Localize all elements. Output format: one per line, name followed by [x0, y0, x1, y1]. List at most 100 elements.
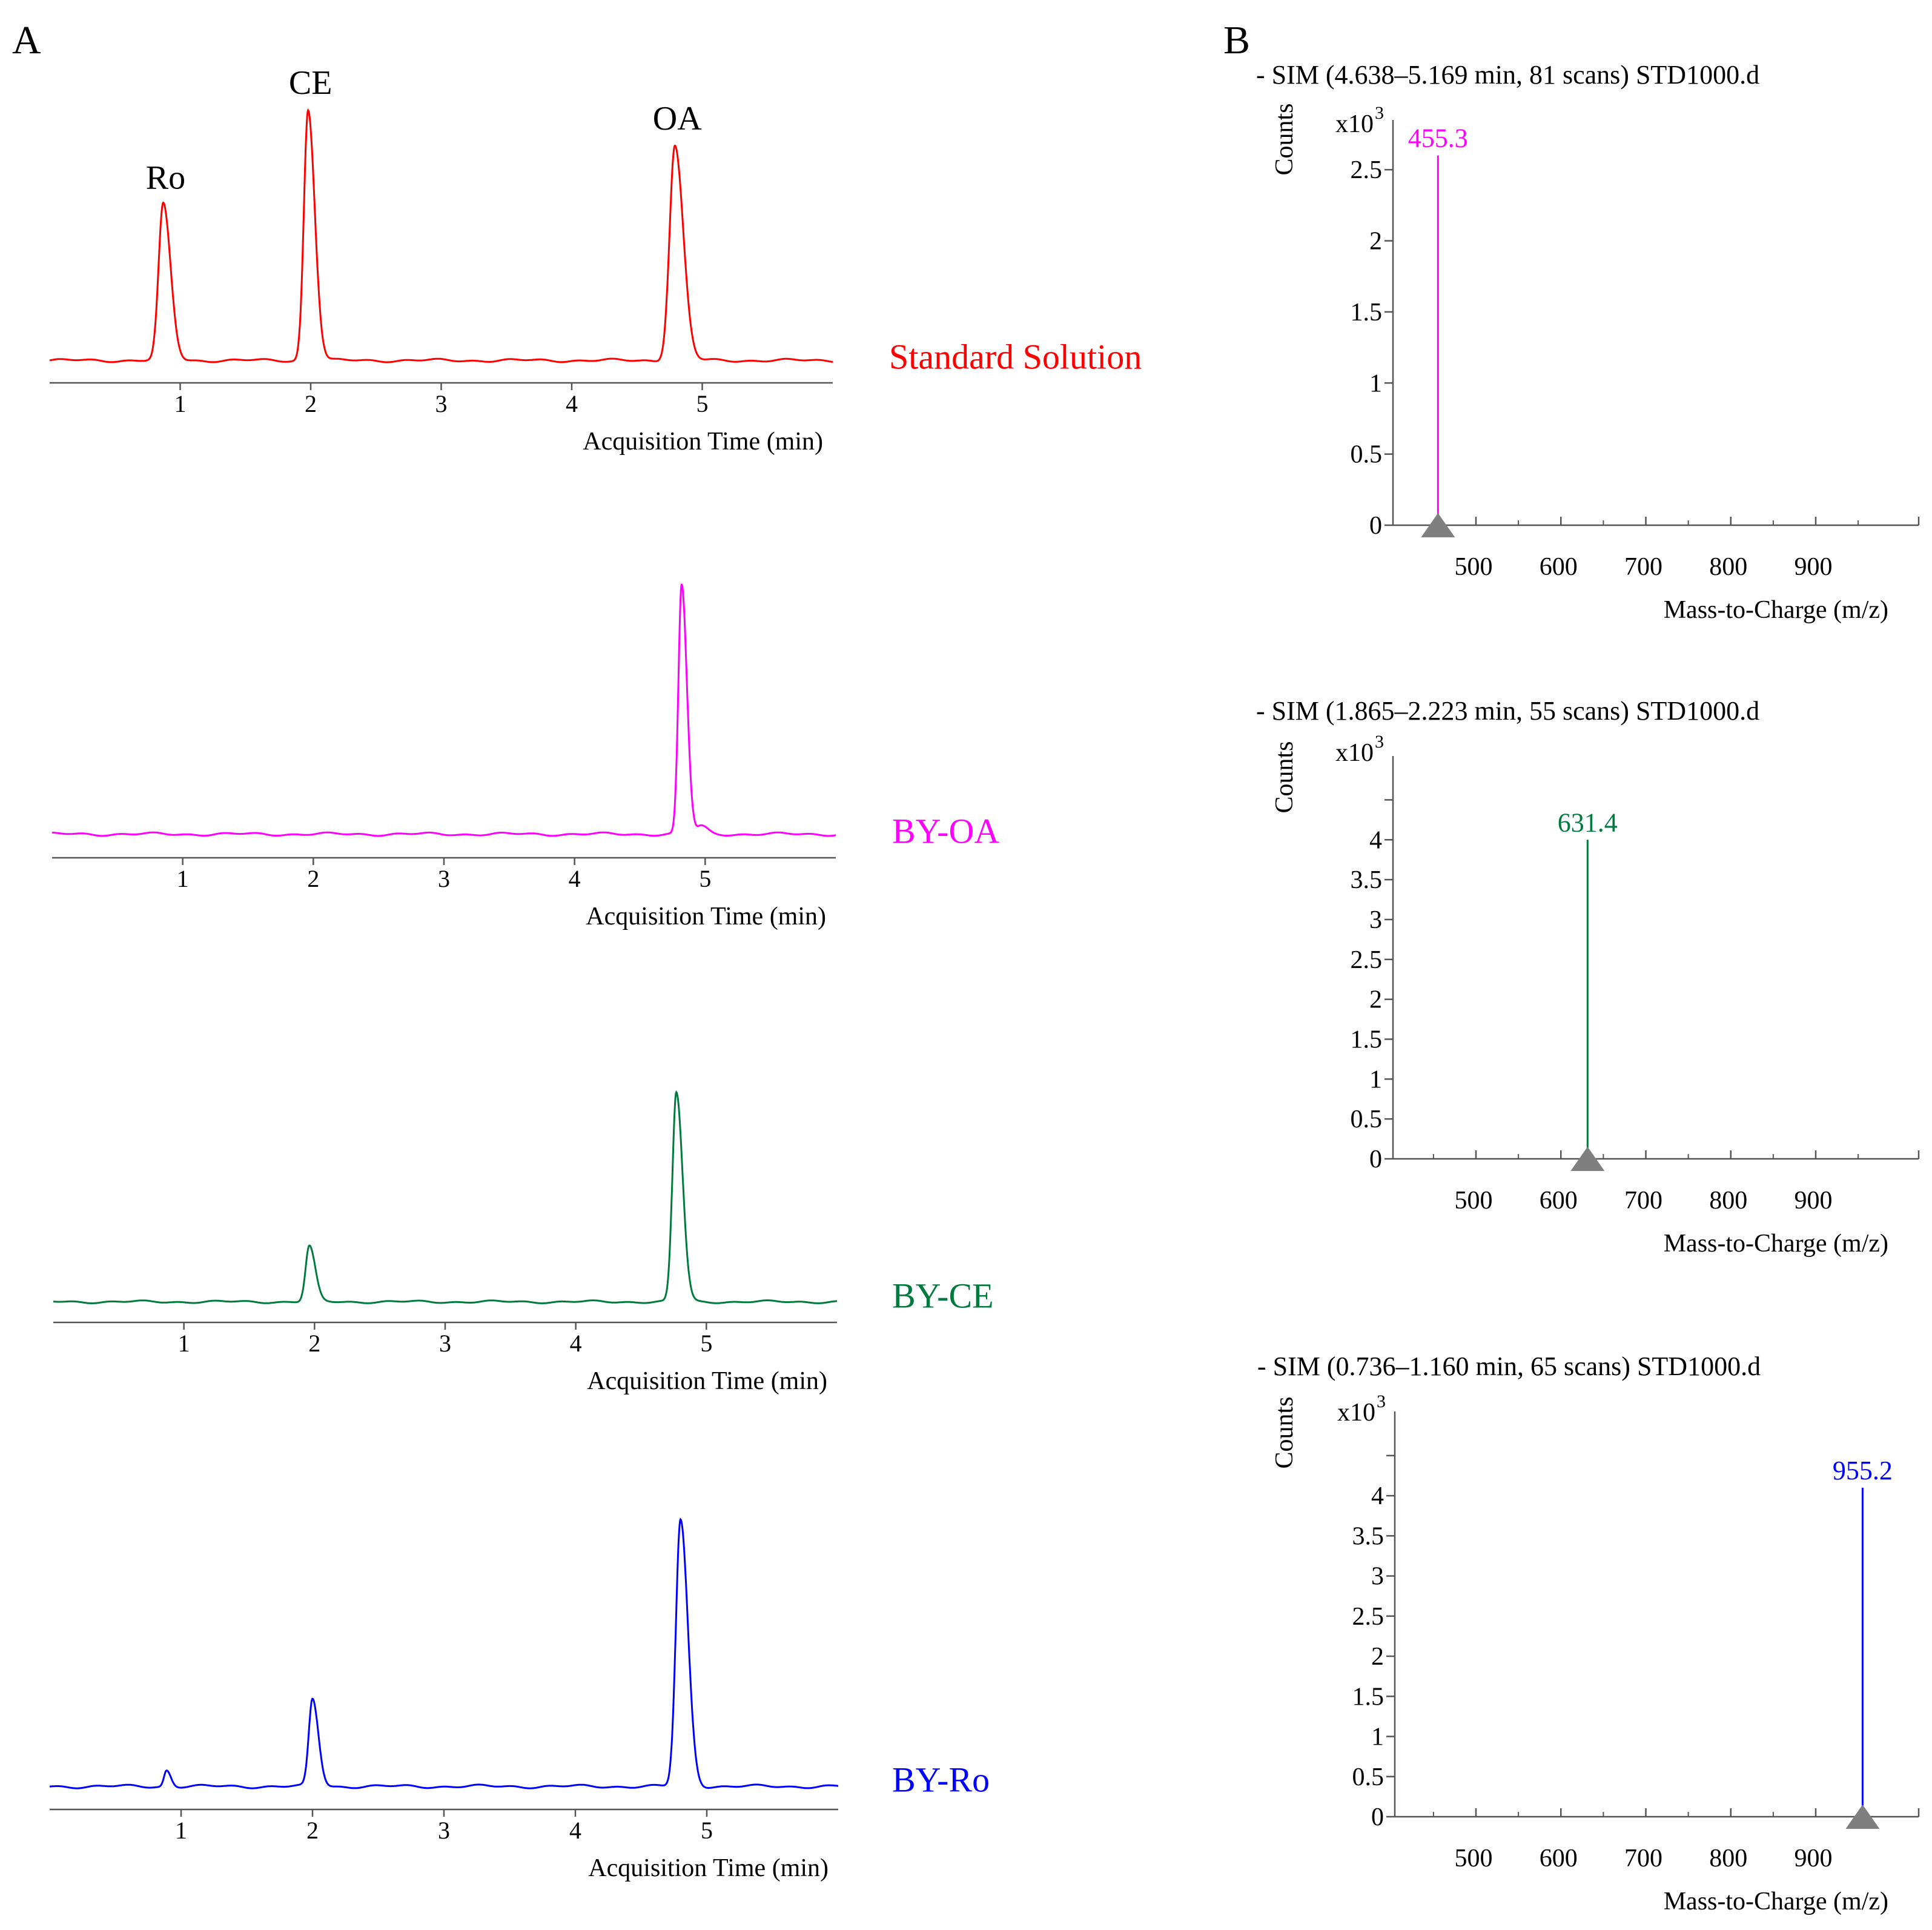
- y-tick-label: 4: [1369, 826, 1382, 854]
- y-unit-label: x10: [1337, 1399, 1375, 1427]
- charts: 1 2 3 4 5 Acquisition Time (min) Ro CE OA Standar…: [49, 60, 1920, 1915]
- x-tick-label: 1: [174, 390, 187, 417]
- x-tick-label: 2: [308, 1330, 320, 1357]
- y-tick-label: 1.5: [1351, 1026, 1383, 1053]
- trace-line: [53, 1090, 837, 1304]
- ms-title: - SIM (1.865–2.223 min, 55 scans) STD100…: [1256, 696, 1759, 726]
- y-axis-title: Counts: [1271, 1396, 1298, 1468]
- x-tick-label: 500: [1455, 1845, 1493, 1872]
- x-tick-label: 4: [569, 865, 581, 892]
- y-tick-label: 2.5: [1352, 1603, 1384, 1631]
- x-tick-label: 700: [1624, 1845, 1662, 1872]
- peak-label-ro: Ro: [146, 159, 185, 196]
- y-tick-label: 2: [1371, 1643, 1384, 1671]
- x-tick-label: 600: [1540, 1845, 1578, 1872]
- x-tick-label: 4: [569, 1817, 581, 1844]
- x-axis-title: Mass-to-Charge (m/z): [1664, 596, 1888, 624]
- x-tick-label: 1: [175, 1817, 187, 1844]
- x-tick-label: 500: [1455, 1187, 1493, 1215]
- y-tick-label: 3: [1371, 1563, 1384, 1591]
- trace-label: BY-CE: [892, 1276, 994, 1315]
- x-tick-label: 900: [1795, 1845, 1833, 1872]
- chromatogram-by-ro: 1 2 3 4 5 Acquisition Time (min) BY-Ro: [50, 1517, 990, 1882]
- x-tick-label: 2: [307, 865, 319, 892]
- y-tick-label: 4: [1371, 1482, 1384, 1510]
- x-tick-label: 5: [700, 1330, 712, 1357]
- y-tick-label: 2: [1369, 228, 1382, 256]
- x-tick-label: 2: [305, 390, 317, 417]
- x-tick-label: 700: [1624, 553, 1662, 581]
- ms-title: - SIM (4.638–5.169 min, 81 scans) STD100…: [1256, 60, 1759, 90]
- chromatogram-by-ce: 1 2 3 4 5 Acquisition Time (min) BY-CE: [53, 1090, 994, 1395]
- x-tick-label: 4: [570, 1330, 582, 1357]
- x-axis-title: Acquisition Time (min): [588, 1854, 829, 1882]
- y-tick-label: 2.5: [1351, 156, 1383, 184]
- mass-spectrum-631-4: - SIM (1.865–2.223 min, 55 scans) STD100…: [1256, 696, 1920, 1258]
- y-tick-label: 1: [1369, 370, 1382, 397]
- x-tick-label: 1: [177, 865, 189, 892]
- x-tick-label: 3: [439, 1330, 451, 1357]
- mass-spectrum-455-3: - SIM (4.638–5.169 min, 81 scans) STD100…: [1256, 60, 1920, 624]
- y-tick-label: 1: [1369, 1066, 1382, 1093]
- x-tick-label: 4: [566, 390, 578, 417]
- peak-mz-label: 455.3: [1408, 124, 1468, 153]
- peak-mz-label: 631.4: [1558, 807, 1618, 837]
- trace-label: Standard Solution: [889, 337, 1142, 376]
- y-tick-label: 1.5: [1352, 1683, 1384, 1711]
- y-tick-label: 3.5: [1352, 1522, 1384, 1550]
- x-tick-label: 2: [306, 1817, 319, 1844]
- mass-spectrum-955-2: - SIM (0.736–1.160 min, 65 scans) STD100…: [1257, 1351, 1920, 1915]
- x-tick-label: 1: [178, 1330, 190, 1357]
- trace-line: [51, 583, 836, 837]
- x-tick-label: 800: [1709, 1187, 1747, 1215]
- y-unit-label: x10: [1335, 739, 1374, 767]
- x-tick-label: 800: [1709, 553, 1747, 581]
- panel-letter-b: B: [1223, 18, 1250, 62]
- y-tick-label: 3.5: [1351, 866, 1383, 894]
- precursor-marker: [1570, 1147, 1605, 1171]
- y-tick-label: 3: [1369, 906, 1382, 934]
- peak-mz-label: 955.2: [1833, 1456, 1893, 1485]
- y-axis-title: Counts: [1271, 103, 1298, 175]
- y-unit-label: x10: [1335, 110, 1374, 138]
- peak-label-ce: CE: [289, 64, 332, 102]
- peak-label-oa: OA: [653, 100, 702, 138]
- x-axis-title: Mass-to-Charge (m/z): [1664, 1230, 1888, 1258]
- y-tick-label: 0: [1371, 1803, 1384, 1831]
- chromatogram-by-oa: 1 2 3 4 5 Acquisition Time (min) BY-OA: [51, 583, 999, 930]
- y-tick-label: 0.5: [1352, 1763, 1384, 1791]
- trace-label: BY-OA: [892, 811, 999, 851]
- x-tick-label: 900: [1795, 1187, 1833, 1215]
- y-tick-label: 0.5: [1351, 441, 1383, 469]
- x-tick-label: 3: [438, 1817, 450, 1844]
- y-tick-label: 1: [1371, 1723, 1384, 1751]
- x-axis-title: Acquisition Time (min): [586, 903, 826, 930]
- y-unit-exponent: 3: [1375, 103, 1384, 123]
- x-tick-label: 5: [701, 1817, 713, 1844]
- trace-line: [49, 108, 833, 363]
- y-axis-title: Counts: [1271, 741, 1298, 813]
- panel-letter-a: A: [12, 18, 41, 62]
- y-unit-exponent: 3: [1375, 732, 1384, 752]
- x-tick-label: 5: [699, 865, 711, 892]
- x-tick-label: 3: [435, 390, 448, 417]
- y-tick-label: 2.5: [1351, 946, 1383, 974]
- y-tick-label: 2: [1369, 986, 1382, 1014]
- precursor-marker: [1421, 513, 1455, 537]
- y-unit-exponent: 3: [1377, 1391, 1386, 1411]
- x-tick-label: 800: [1709, 1845, 1747, 1872]
- x-tick-label: 600: [1540, 1187, 1578, 1215]
- y-tick-label: 0: [1369, 512, 1382, 540]
- y-tick-label: 0.5: [1351, 1106, 1383, 1133]
- trace-line: [50, 1517, 838, 1789]
- x-tick-label: 3: [438, 865, 450, 892]
- chromatogram-standard-solution: 1 2 3 4 5 Acquisition Time (min) Ro CE OA Standar…: [49, 64, 1142, 456]
- y-tick-label: 0: [1369, 1146, 1382, 1173]
- x-tick-label: 5: [696, 390, 709, 417]
- x-axis-title: Acquisition Time (min): [587, 1367, 827, 1395]
- x-tick-label: 600: [1540, 553, 1578, 581]
- ms-title: - SIM (0.736–1.160 min, 65 scans) STD100…: [1257, 1351, 1761, 1381]
- x-axis-title: Acquisition Time (min): [583, 428, 823, 456]
- x-tick-label: 900: [1795, 553, 1833, 581]
